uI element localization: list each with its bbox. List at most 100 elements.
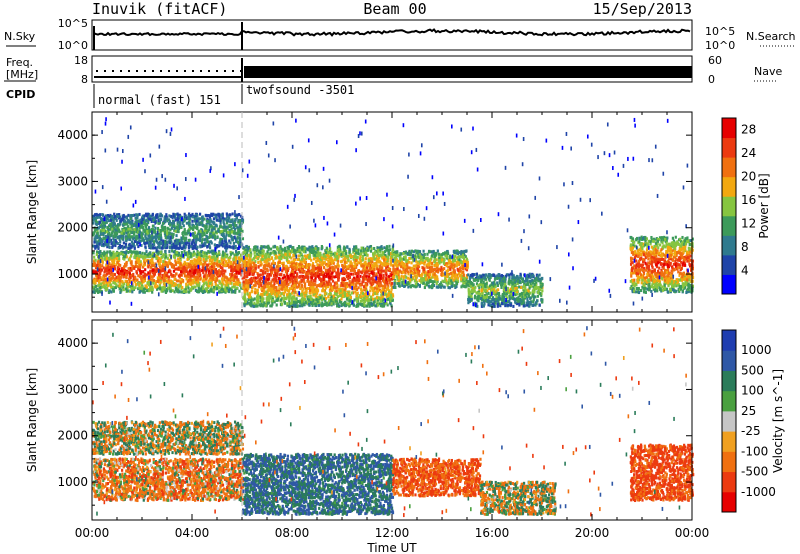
- heatmap-cell: [158, 284, 162, 288]
- heatmap-cell: [188, 272, 191, 276]
- heatmap-cell: [188, 269, 192, 273]
- heatmap-cell: [264, 245, 267, 249]
- heatmap-cell: [219, 264, 222, 268]
- heatmap-cell: [113, 286, 116, 290]
- heatmap-cell: [202, 279, 205, 283]
- heatmap-cell: [391, 281, 394, 285]
- heatmap-cell: [109, 280, 112, 284]
- heatmap-cell: [115, 231, 118, 235]
- heatmap-cell: [186, 217, 190, 221]
- heatmap-cell: [165, 240, 168, 244]
- heatmap-cell: [283, 297, 286, 301]
- heatmap-cell: [144, 268, 147, 272]
- heatmap-cell: [106, 232, 110, 236]
- heatmap-cell: [136, 222, 139, 226]
- heatmap-cell: [220, 282, 223, 286]
- heatmap-cell: [205, 268, 208, 272]
- heatmap-cell: [190, 242, 194, 246]
- heatmap-cell: [297, 245, 301, 249]
- heatmap-cell: [163, 283, 167, 287]
- heatmap-cell: [165, 273, 168, 277]
- heatmap-cell: [106, 250, 109, 254]
- heatmap-cell: [132, 277, 136, 281]
- heatmap-cell: [201, 223, 204, 227]
- heatmap-cell: [119, 219, 123, 223]
- heatmap-cell: [195, 289, 199, 293]
- heatmap-cell: [177, 267, 180, 271]
- heatmap-cell: [334, 251, 337, 255]
- heatmap-cell: [185, 266, 188, 270]
- heatmap-cell: [208, 246, 212, 250]
- heatmap-cell: [149, 275, 153, 279]
- heatmap-cell: [164, 235, 167, 239]
- heatmap-cell: [133, 246, 136, 250]
- heatmap-cell: [243, 276, 246, 280]
- heatmap-cell: [186, 258, 189, 262]
- heatmap-cell: [194, 279, 197, 283]
- heatmap-cell: [231, 218, 234, 222]
- heatmap-cell: [118, 282, 121, 286]
- heatmap-cell: [134, 280, 137, 284]
- heatmap-cell: [195, 278, 198, 282]
- heatmap-cell: [140, 255, 143, 259]
- heatmap-cell: [228, 239, 231, 243]
- heatmap-cell: [160, 269, 163, 273]
- heatmap-cell: [111, 287, 114, 291]
- heatmap-cell: [225, 249, 228, 253]
- heatmap-cell: [225, 212, 228, 216]
- heatmap-cell: [162, 259, 165, 263]
- heatmap-cell: [229, 260, 232, 264]
- heatmap-cell: [101, 260, 104, 264]
- heatmap-cell: [213, 251, 216, 255]
- heatmap-cell: [196, 217, 199, 221]
- heatmap-cell: [109, 222, 112, 226]
- heatmap-cell: [188, 282, 191, 286]
- heatmap-cell: [155, 280, 158, 284]
- heatmap-cell: [167, 278, 170, 282]
- heatmap-cell: [170, 265, 174, 269]
- heatmap-cell: [137, 283, 140, 287]
- heatmap-cell: [97, 239, 100, 243]
- heatmap-cell: [159, 281, 162, 285]
- heatmap-cell: [126, 282, 130, 286]
- heatmap-cell: [174, 229, 177, 233]
- heatmap-cell: [93, 240, 96, 244]
- heatmap-cell: [152, 236, 155, 240]
- heatmap-cell: [169, 246, 172, 250]
- heatmap-cell: [213, 243, 216, 247]
- heatmap-cell: [230, 234, 233, 238]
- heatmap-cell: [193, 231, 196, 235]
- power-heatmap-cells: [91, 112, 695, 312]
- heatmap-cell: [112, 289, 115, 293]
- heatmap-cell: [123, 269, 126, 273]
- heatmap-cell: [113, 231, 117, 235]
- heatmap-cell: [208, 236, 211, 240]
- heatmap-cell: [158, 260, 161, 264]
- heatmap-cell: [287, 282, 290, 286]
- heatmap-cell: [197, 262, 200, 266]
- heatmap-cell: [149, 286, 152, 290]
- heatmap-cell: [183, 260, 186, 264]
- heatmap-cell: [143, 242, 146, 246]
- heatmap-cell: [235, 214, 238, 218]
- heatmap-cell: [206, 274, 209, 278]
- heatmap-cell: [164, 233, 167, 237]
- heatmap-cell: [229, 250, 232, 254]
- heatmap-cell: [109, 283, 113, 287]
- heatmap-cell: [126, 270, 130, 274]
- heatmap-cell: [166, 242, 169, 246]
- nsearch-label: N.Search: [746, 30, 796, 43]
- heatmap-cell: [198, 222, 201, 226]
- heatmap-cell: [189, 274, 193, 278]
- heatmap-cell: [210, 269, 213, 273]
- heatmap-cell: [115, 263, 118, 267]
- heatmap-cell: [163, 263, 167, 267]
- heatmap-cell: [226, 242, 229, 246]
- heatmap-cell: [222, 233, 225, 237]
- heatmap-cell: [195, 264, 199, 268]
- heatmap-cell: [112, 219, 115, 223]
- heatmap-cell: [116, 271, 119, 275]
- heatmap-cell: [108, 238, 111, 242]
- heatmap-cell: [205, 289, 209, 293]
- heatmap-cell: [175, 250, 178, 254]
